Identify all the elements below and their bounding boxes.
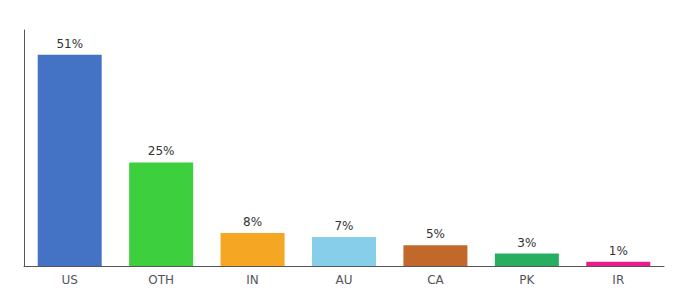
svg-text:AU: AU [336, 273, 353, 287]
svg-text:3%: 3% [517, 236, 536, 250]
svg-text:51%: 51% [56, 37, 83, 51]
svg-text:PK: PK [519, 273, 535, 287]
svg-text:5%: 5% [426, 227, 445, 241]
svg-text:1%: 1% [609, 244, 628, 258]
svg-text:IN: IN [246, 273, 259, 287]
svg-text:7%: 7% [334, 219, 353, 233]
svg-text:25%: 25% [148, 144, 175, 158]
svg-text:US: US [62, 273, 78, 287]
svg-text:8%: 8% [243, 215, 262, 229]
svg-text:OTH: OTH [148, 273, 174, 287]
svg-text:CA: CA [427, 273, 444, 287]
svg-text:IR: IR [612, 273, 624, 287]
